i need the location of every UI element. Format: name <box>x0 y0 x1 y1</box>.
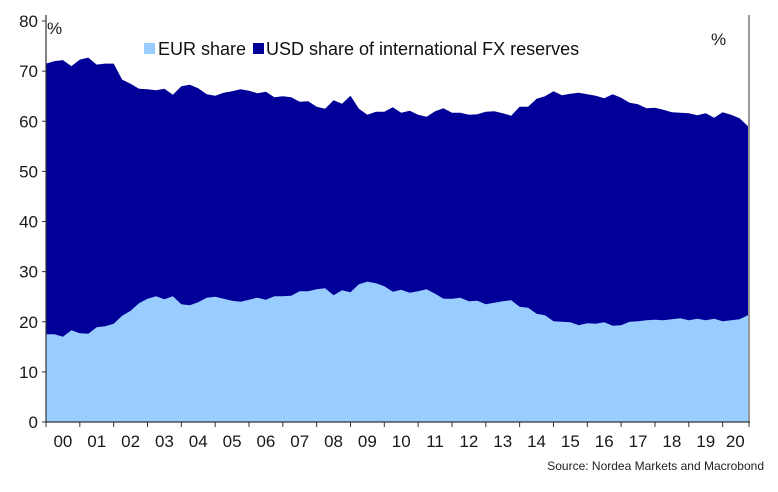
x-tick-label: 11 <box>426 432 444 451</box>
y-axis-ticks: 0 10 20 30 40 50 60 70 80 <box>19 12 46 432</box>
x-tick-label: 08 <box>324 432 343 451</box>
y-tick-label: 20 <box>19 313 38 332</box>
x-axis-ticks: 00 01 02 03 04 05 06 07 08 09 10 11 12 13 14 15 16 17 18 19… <box>45 422 750 451</box>
x-tick-label: 05 <box>223 432 242 451</box>
x-tick-label: 02 <box>121 432 140 451</box>
x-tick-label: 18 <box>662 432 681 451</box>
y-tick-label: 10 <box>19 363 38 382</box>
x-tick-label: 20 <box>726 432 745 451</box>
y-unit-right: % <box>711 30 726 49</box>
x-tick-label: 03 <box>155 432 174 451</box>
axes <box>45 15 750 423</box>
legend-swatch-usd <box>253 43 264 54</box>
y-tick-label: 60 <box>19 112 38 131</box>
x-tick-label: 17 <box>629 432 648 451</box>
x-tick-label: 04 <box>189 432 208 451</box>
y-tick-label: 30 <box>19 263 38 282</box>
x-tick-label: 19 <box>696 432 715 451</box>
x-tick-label: 09 <box>358 432 377 451</box>
x-tick-label: 12 <box>459 432 478 451</box>
x-tick-label: 07 <box>290 432 309 451</box>
x-tick-label: 01 <box>87 432 106 451</box>
x-tick-label: 16 <box>595 432 614 451</box>
x-tick-label: 00 <box>53 432 72 451</box>
x-tick-label: 13 <box>493 432 512 451</box>
y-tick-label: 80 <box>19 12 38 31</box>
x-tick-label: 15 <box>561 432 580 451</box>
x-tick-label: 14 <box>527 432 546 451</box>
legend-label-usd: USD share of international FX reserves <box>266 39 579 59</box>
legend-swatch-eur <box>144 43 155 54</box>
y-tick-label: 0 <box>29 413 38 432</box>
y-tick-label: 50 <box>19 162 38 181</box>
x-tick-label: 06 <box>256 432 275 451</box>
legend: EUR share USD share of international FX … <box>144 39 579 59</box>
y-tick-label: 40 <box>19 213 38 232</box>
x-tick-label: 10 <box>392 432 411 451</box>
source-note: Source: Nordea Markets and Macrobond <box>547 459 764 473</box>
y-unit-left: % <box>47 19 62 38</box>
series-eur-area <box>46 281 748 422</box>
y-tick-label: 70 <box>19 62 38 81</box>
legend-label-eur: EUR share <box>158 39 246 59</box>
plot-areas <box>46 57 748 422</box>
